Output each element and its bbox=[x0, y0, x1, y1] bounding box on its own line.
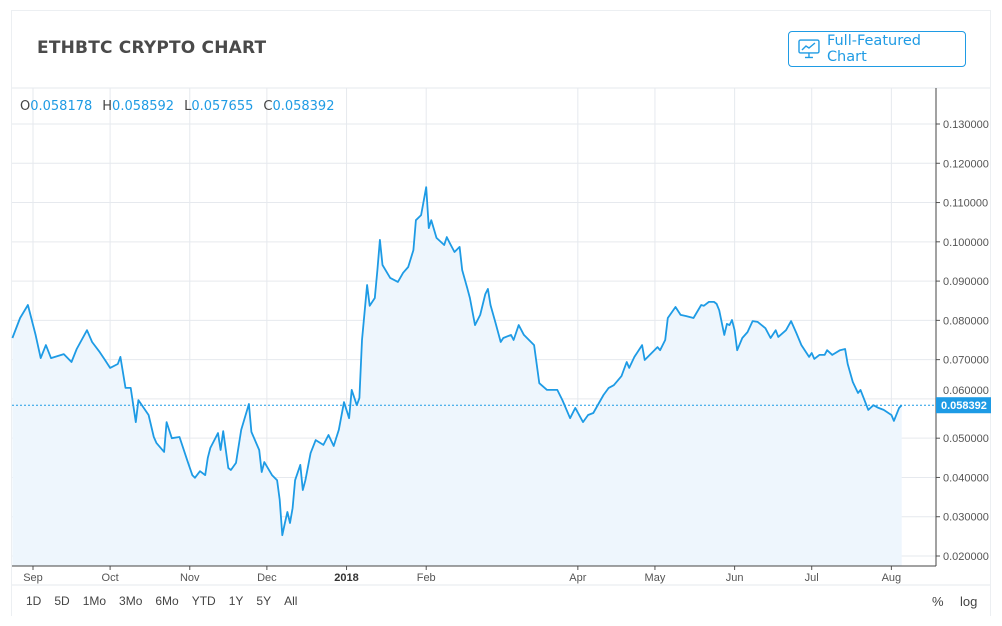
x-tick-label: May bbox=[645, 572, 666, 584]
percent-scale-button[interactable]: % bbox=[932, 594, 944, 609]
y-tick-label: 0.120000 bbox=[943, 158, 989, 170]
y-tick-label: 0.040000 bbox=[943, 472, 989, 484]
y-tick-label: 0.090000 bbox=[943, 276, 989, 288]
y-tick-label: 0.050000 bbox=[943, 433, 989, 445]
high-label: H bbox=[102, 99, 113, 114]
last-price-label: 0.058392 bbox=[941, 400, 987, 412]
range-ytd-button[interactable]: YTD bbox=[191, 594, 216, 608]
x-tick-label: Jul bbox=[805, 572, 819, 584]
x-tick-label: Oct bbox=[102, 572, 119, 584]
low-value: 0.057655 bbox=[191, 99, 254, 114]
range-5y-button[interactable]: 5Y bbox=[256, 594, 272, 608]
log-scale-button[interactable]: log bbox=[960, 594, 978, 609]
y-tick-label: 0.100000 bbox=[943, 237, 989, 249]
y-tick-label: 0.020000 bbox=[943, 551, 989, 563]
full-featured-chart-button[interactable]: Full-Featured Chart bbox=[788, 31, 966, 67]
high-value: 0.058592 bbox=[112, 99, 175, 114]
close-value: 0.058392 bbox=[272, 99, 335, 114]
y-tick-label: 0.080000 bbox=[943, 315, 989, 327]
range-1y-button[interactable]: 1Y bbox=[228, 594, 244, 608]
chart-monitor-icon bbox=[798, 39, 820, 59]
y-tick-label: 0.130000 bbox=[943, 119, 989, 131]
y-tick-label: 0.060000 bbox=[943, 385, 989, 397]
ohlc-legend: O 0.058178 H 0.058592 L 0.057655 C 0.058392 bbox=[20, 99, 344, 114]
x-tick-label: Jun bbox=[726, 572, 744, 584]
chart-widget bbox=[11, 10, 991, 616]
range-6mo-button[interactable]: 6Mo bbox=[155, 594, 179, 608]
open-label: O bbox=[20, 99, 31, 114]
last-price-badge bbox=[936, 397, 991, 414]
x-tick-label: 2018 bbox=[334, 572, 358, 584]
x-tick-label: Dec bbox=[257, 572, 277, 584]
x-tick-label: Feb bbox=[417, 572, 436, 584]
x-tick-label: Aug bbox=[882, 572, 902, 584]
range-3mo-button[interactable]: 3Mo bbox=[119, 594, 143, 608]
y-tick-label: 0.070000 bbox=[943, 355, 989, 367]
x-tick-label: Nov bbox=[180, 572, 200, 584]
range-1d-button[interactable]: 1D bbox=[26, 594, 42, 608]
range-all-button[interactable]: All bbox=[284, 594, 298, 608]
range-1mo-button[interactable]: 1Mo bbox=[82, 594, 107, 608]
full-featured-chart-label: Full-Featured Chart bbox=[826, 33, 921, 65]
range-5d-button[interactable]: 5D bbox=[54, 594, 70, 608]
close-label: C bbox=[263, 99, 273, 114]
y-tick-label: 0.110000 bbox=[943, 198, 988, 210]
price-area-fill bbox=[12, 187, 902, 566]
low-label: L bbox=[184, 99, 192, 114]
range-selector: 1D 5D 1Mo 3Mo 6Mo YTD 1Y 5Y All bbox=[26, 594, 310, 608]
page-title: ETHBTC CRYPTO CHART bbox=[37, 38, 267, 58]
x-tick-label: Apr bbox=[569, 572, 586, 584]
open-value: 0.058178 bbox=[30, 99, 93, 114]
y-tick-label: 0.030000 bbox=[943, 512, 989, 524]
x-tick-label: Sep bbox=[23, 572, 43, 584]
